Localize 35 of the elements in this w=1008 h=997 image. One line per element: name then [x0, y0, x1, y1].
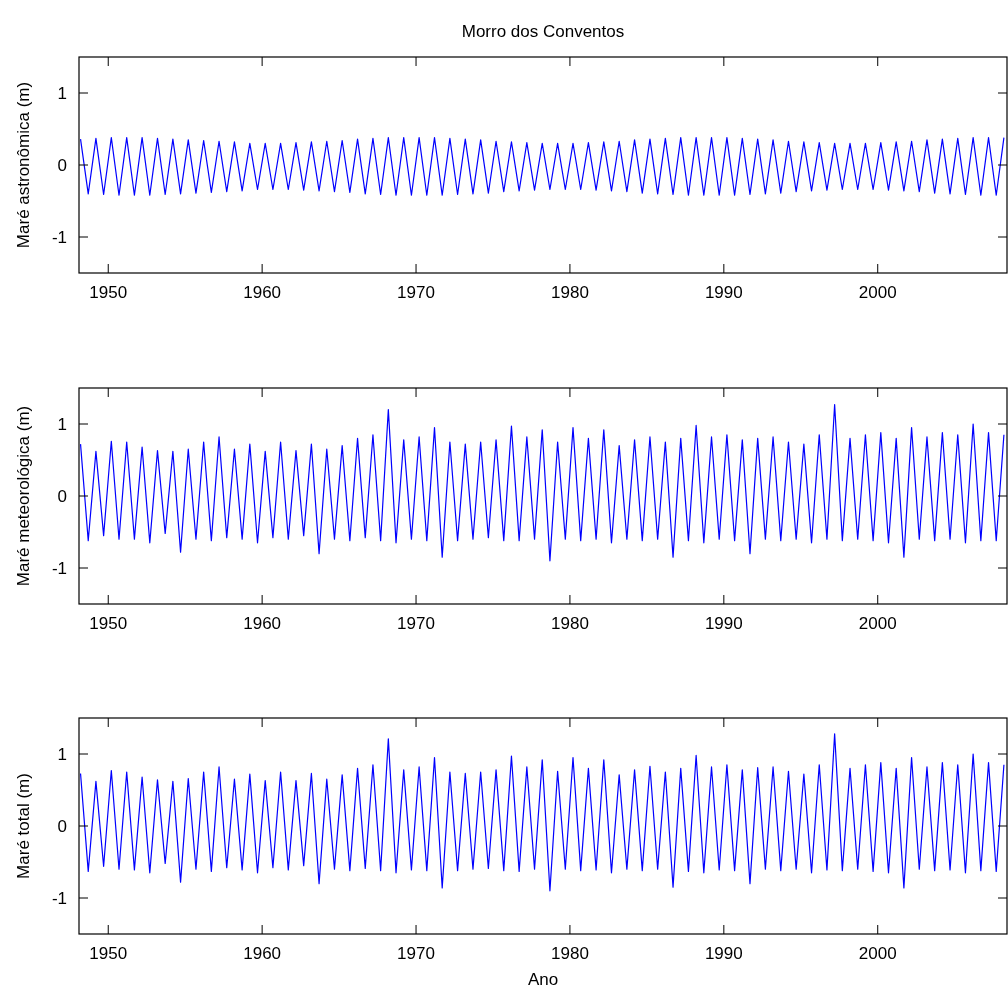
y-tick-label: 0 [57, 156, 67, 175]
x-tick-label: 1990 [704, 944, 743, 963]
y-axis-title: Maré total (m) [14, 773, 33, 879]
y-tick-label: -1 [51, 889, 67, 908]
x-tick-label: 1960 [243, 283, 282, 302]
y-axis-title: Maré meteorológica (m) [14, 405, 33, 587]
x-tick-label: 2000 [858, 944, 897, 963]
y-tick-label: 1 [57, 745, 67, 764]
x-tick-label: 1980 [551, 944, 589, 963]
line-series [79, 403, 1005, 562]
x-tick-label: 1970 [397, 283, 435, 302]
x-tick-label: 1980 [551, 614, 589, 633]
y-tick-label: 1 [57, 415, 67, 434]
x-tick-label: 1960 [243, 944, 282, 963]
y-tick-label: 0 [57, 487, 67, 506]
x-tick-label: 1960 [243, 614, 282, 633]
line-series [79, 137, 1005, 196]
x-tick-label: 2000 [858, 283, 897, 302]
x-tick-label: 1950 [89, 944, 128, 963]
x-tick-label: 1950 [89, 283, 128, 302]
chart-title: Morro dos Conventos [461, 22, 625, 41]
x-tick-label: 1990 [704, 614, 743, 633]
y-tick-label: -1 [51, 559, 67, 578]
y-tick-label: -1 [51, 228, 67, 247]
x-tick-label: 1950 [89, 614, 128, 633]
x-tick-label: 1970 [397, 614, 435, 633]
y-tick-label: 0 [57, 817, 67, 836]
x-axis-title: Ano [527, 970, 559, 989]
x-tick-label: 1980 [551, 283, 589, 302]
y-axis-title: Maré astronômica (m) [14, 81, 33, 249]
x-tick-label: 2000 [858, 614, 897, 633]
y-tick-label: 1 [57, 84, 67, 103]
line-series [79, 733, 1005, 892]
x-tick-label: 1970 [397, 944, 435, 963]
x-tick-label: 1990 [704, 283, 743, 302]
